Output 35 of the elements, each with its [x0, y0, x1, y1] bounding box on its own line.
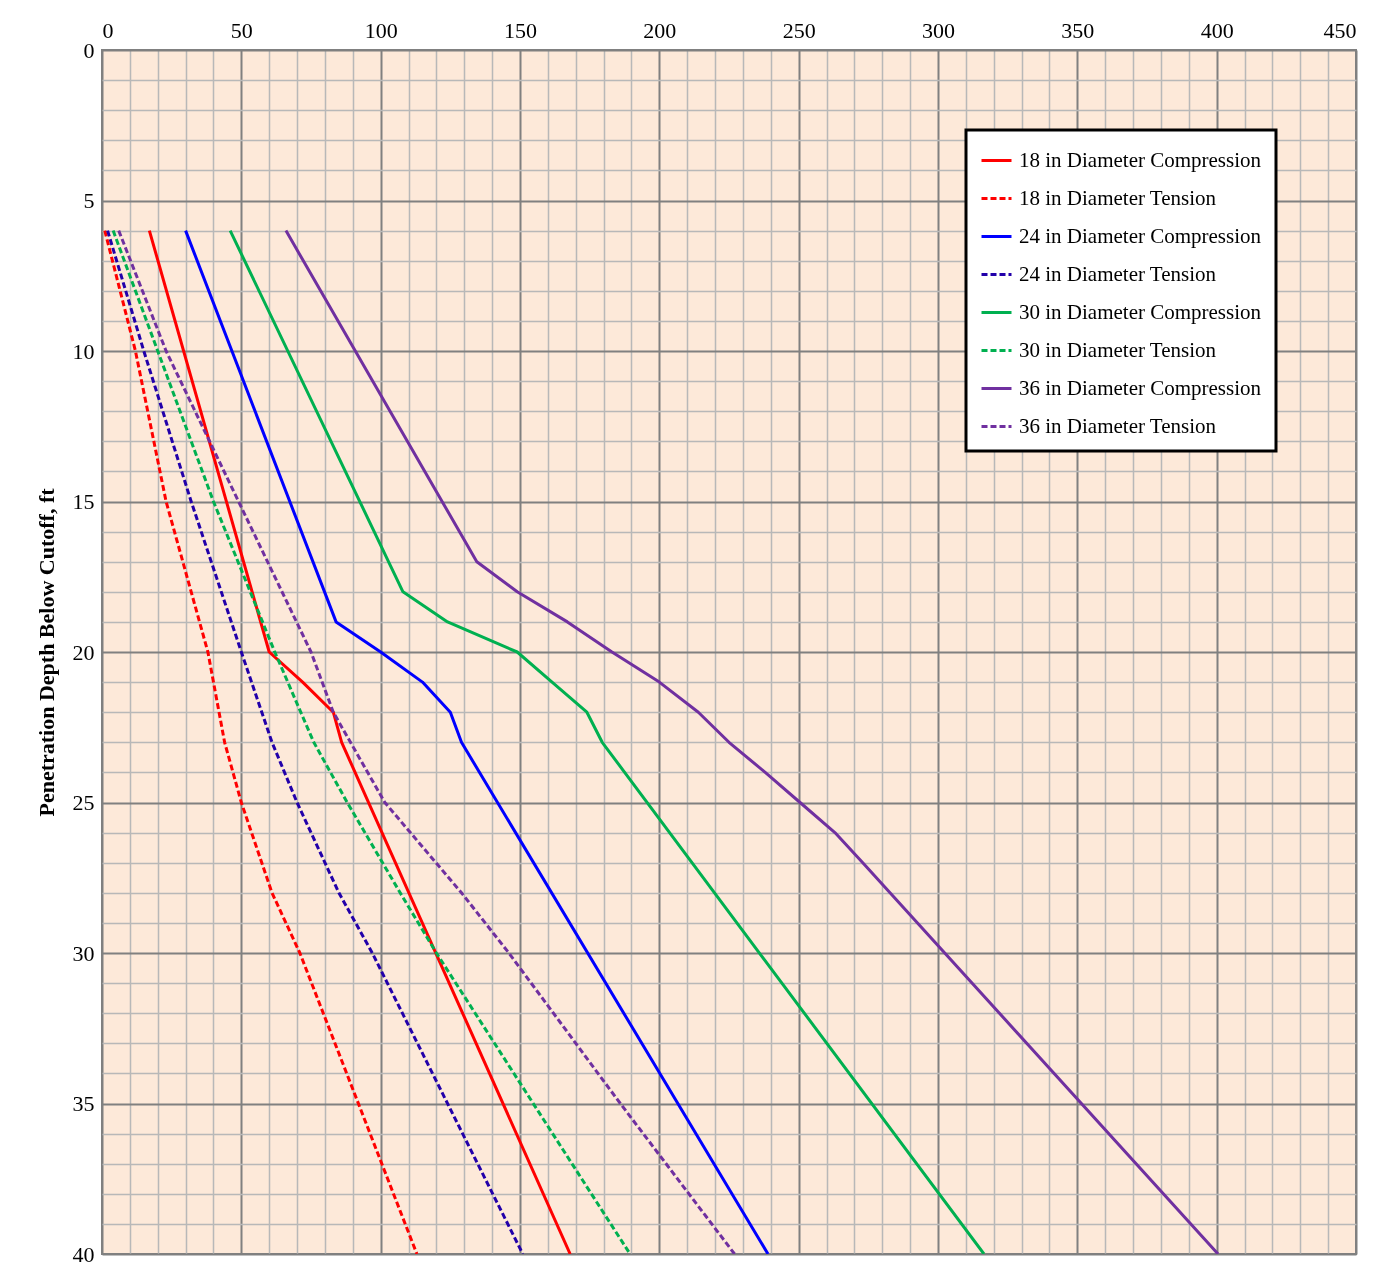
- y-tick-label: 5: [83, 188, 95, 213]
- line-series: [103, 229, 419, 1254]
- x-tick-label: 150: [504, 17, 537, 43]
- line-series: [111, 229, 632, 1254]
- legend-label: 24 in Diameter Compression: [1019, 223, 1262, 248]
- legend-label: 18 in Diameter Tension: [1019, 185, 1217, 210]
- legend-label: 30 in Diameter Compression: [1019, 299, 1262, 324]
- line-series: [184, 229, 770, 1254]
- x-tick-label: 0: [102, 17, 114, 43]
- y-tick-label: 0: [83, 37, 95, 63]
- y-tick-label: 20: [72, 639, 95, 665]
- x-tick-label: 450: [1323, 17, 1357, 43]
- x-tick-label: 200: [643, 17, 677, 43]
- legend-label: 36 in Diameter Tension: [1019, 413, 1217, 438]
- line-series: [147, 229, 572, 1254]
- legend-label: 18 in Diameter Compression: [1019, 147, 1262, 172]
- x-tick-label: 350: [1061, 17, 1095, 43]
- y-tick-label: 35: [72, 1091, 95, 1116]
- y-axis-title: Penetration Depth Below Cutoff, ft: [33, 487, 59, 817]
- legend-label: 36 in Diameter Compression: [1019, 375, 1262, 400]
- x-tick-label: 250: [782, 17, 816, 43]
- line-series: [117, 229, 737, 1254]
- x-tick-label: 300: [922, 17, 955, 43]
- x-tick-label: 50: [230, 17, 253, 43]
- x-tick-label: 100: [364, 17, 398, 43]
- y-tick-label: 40: [72, 1241, 95, 1267]
- y-tick-label: 30: [72, 940, 95, 966]
- x-tick-label: 400: [1200, 17, 1234, 43]
- y-tick-label: 10: [72, 338, 95, 364]
- line-series: [228, 229, 986, 1254]
- y-tick-label: 15: [72, 489, 95, 514]
- y-tick-label: 25: [72, 790, 95, 815]
- line-series: [106, 229, 525, 1254]
- legend-label: 24 in Diameter Tension: [1019, 261, 1217, 286]
- legend-label: 30 in Diameter Tension: [1019, 337, 1217, 362]
